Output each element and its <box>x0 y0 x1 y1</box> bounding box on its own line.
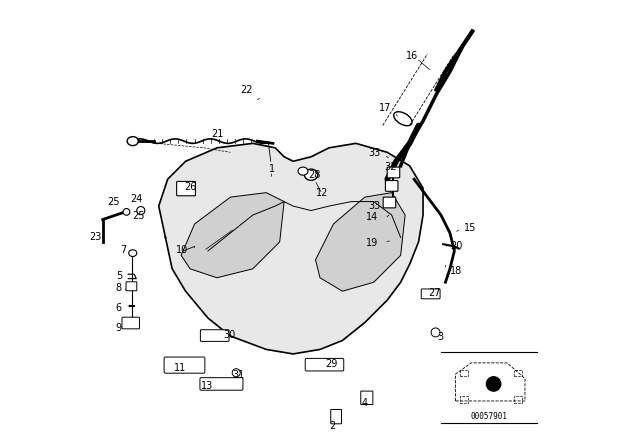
Text: 13: 13 <box>201 381 213 391</box>
Text: 8: 8 <box>116 283 122 293</box>
FancyBboxPatch shape <box>177 181 195 196</box>
Text: 9: 9 <box>116 323 122 333</box>
Text: 3: 3 <box>437 332 444 342</box>
FancyBboxPatch shape <box>305 358 344 371</box>
Ellipse shape <box>137 207 145 215</box>
Text: 33: 33 <box>368 148 380 158</box>
Bar <box>514 370 522 376</box>
Text: 4: 4 <box>362 398 368 408</box>
Text: 24: 24 <box>130 194 143 204</box>
Text: 21: 21 <box>212 129 224 139</box>
FancyBboxPatch shape <box>383 197 396 208</box>
Text: 27: 27 <box>428 289 441 298</box>
Text: 33: 33 <box>368 201 380 211</box>
FancyBboxPatch shape <box>387 167 400 178</box>
FancyBboxPatch shape <box>122 317 140 329</box>
Text: 00057901: 00057901 <box>470 412 508 421</box>
Text: 23: 23 <box>89 232 101 241</box>
Text: 29: 29 <box>325 359 337 369</box>
FancyBboxPatch shape <box>200 378 243 390</box>
Text: 19: 19 <box>366 238 378 248</box>
Text: 20: 20 <box>450 241 462 250</box>
FancyBboxPatch shape <box>200 330 229 341</box>
Text: 5: 5 <box>116 271 122 280</box>
Text: 1: 1 <box>269 164 275 174</box>
Ellipse shape <box>232 369 240 377</box>
Text: 25: 25 <box>107 197 119 207</box>
FancyBboxPatch shape <box>385 181 398 191</box>
Ellipse shape <box>298 167 308 175</box>
Text: 32: 32 <box>385 162 397 172</box>
Text: 30: 30 <box>223 330 236 340</box>
Ellipse shape <box>304 169 318 181</box>
FancyBboxPatch shape <box>361 391 373 405</box>
Text: 16: 16 <box>406 51 418 61</box>
Ellipse shape <box>431 328 440 337</box>
Text: 2: 2 <box>329 421 335 431</box>
Polygon shape <box>159 143 423 354</box>
Text: 14: 14 <box>366 212 378 222</box>
Text: 25: 25 <box>132 211 145 221</box>
Text: 31: 31 <box>233 370 245 380</box>
FancyBboxPatch shape <box>164 357 205 373</box>
Text: 12: 12 <box>316 188 328 198</box>
Text: 28: 28 <box>308 170 320 180</box>
FancyBboxPatch shape <box>126 282 137 291</box>
Bar <box>514 396 522 403</box>
Bar <box>460 370 468 376</box>
Bar <box>460 396 468 403</box>
Ellipse shape <box>129 250 137 256</box>
Text: 15: 15 <box>464 224 477 233</box>
Ellipse shape <box>123 209 130 215</box>
FancyBboxPatch shape <box>331 409 342 424</box>
Text: 18: 18 <box>450 266 462 276</box>
Polygon shape <box>181 193 284 278</box>
Text: 11: 11 <box>174 363 186 373</box>
Text: 22: 22 <box>240 86 253 95</box>
FancyBboxPatch shape <box>421 289 440 299</box>
Text: 17: 17 <box>380 103 392 113</box>
Polygon shape <box>316 193 405 291</box>
Text: 26: 26 <box>185 182 197 192</box>
Ellipse shape <box>127 137 138 146</box>
Text: 7: 7 <box>120 245 127 255</box>
Text: 6: 6 <box>116 303 122 313</box>
Text: 10: 10 <box>175 245 188 255</box>
Circle shape <box>486 377 500 391</box>
